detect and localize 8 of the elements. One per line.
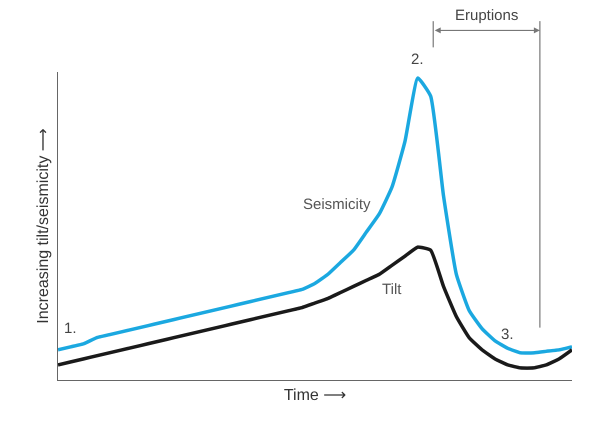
y-axis-title: Increasing tilt/seismicity ⟶	[34, 128, 52, 324]
text: Eruptions	[455, 7, 518, 24]
x-axis-title: Time ⟶	[284, 387, 346, 404]
text: 2.	[411, 51, 424, 68]
annotation: 3.	[501, 326, 514, 343]
series-label: Tilt	[382, 281, 402, 298]
series-label: Seismicity	[303, 196, 372, 213]
annotation: 1.	[64, 320, 77, 337]
